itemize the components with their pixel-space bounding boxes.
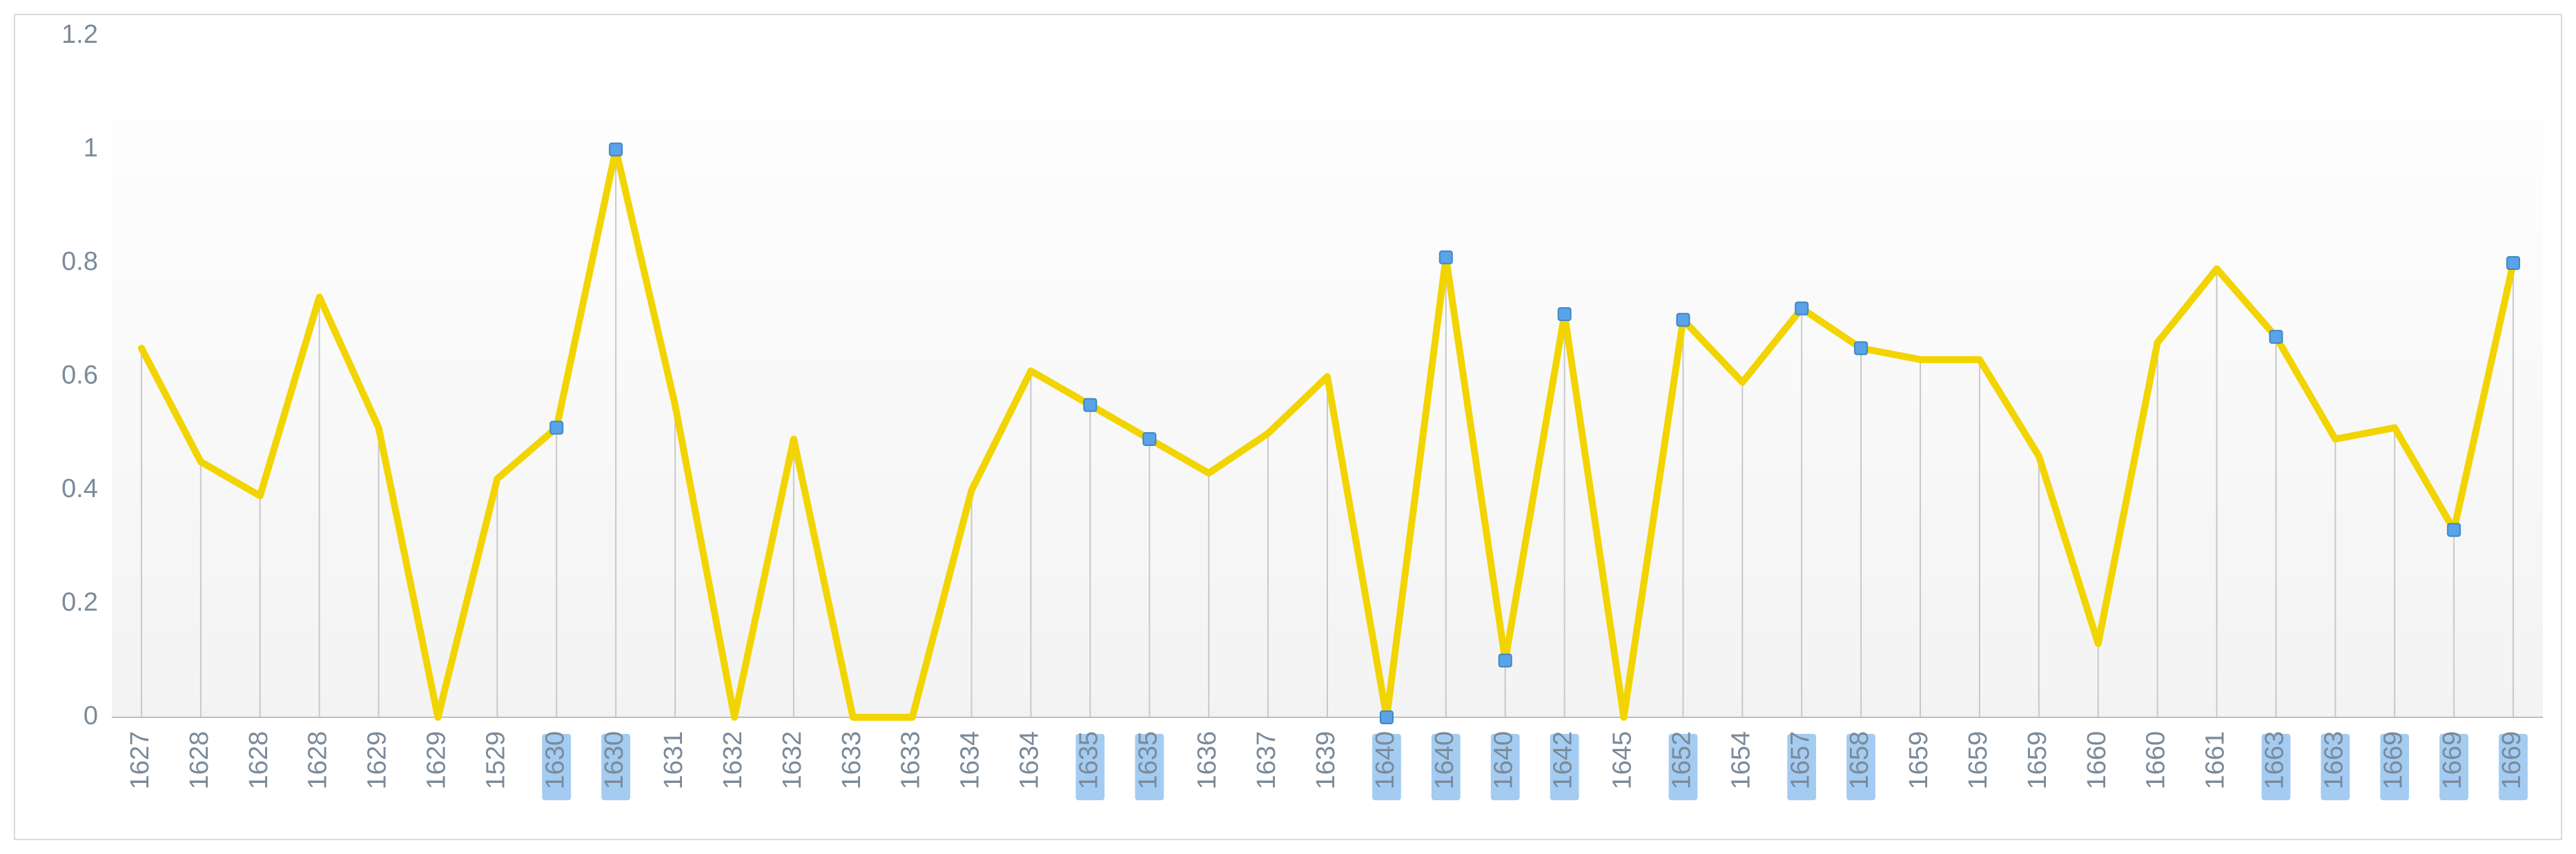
x-tick-label: 1642 [1549, 731, 1578, 790]
x-tick-label: 1632 [778, 731, 807, 790]
data-marker [1143, 433, 1155, 445]
line-chart: 0 0.2 0.4 0.6 0.8 1 1.2 1627 1628 1628 1628 1629 162… [15, 15, 2564, 842]
x-tick-label: 1658 [1845, 731, 1874, 790]
x-tick-label: 1645 [1608, 731, 1637, 790]
y-tick-label: 0.2 [61, 588, 98, 617]
x-tick-label: 1659 [1964, 731, 1993, 790]
x-tick-label: 1628 [244, 731, 273, 790]
x-tick-label: 1640 [1430, 731, 1459, 790]
x-tick-label: 1663 [2319, 731, 2348, 790]
data-marker [1440, 251, 1452, 264]
data-marker [2507, 257, 2519, 269]
x-tick-label: 1629 [422, 731, 451, 790]
x-tick-label: 1640 [1490, 731, 1519, 790]
x-tick-label: 1661 [2201, 731, 2230, 790]
x-tick-label: 1639 [1311, 731, 1340, 790]
x-tick-label: 1654 [1726, 731, 1755, 790]
x-tick-label: 1631 [659, 731, 688, 790]
x-tick-label: 1630 [540, 731, 569, 790]
x-tick-label: 1660 [2082, 731, 2111, 790]
x-tick-label: 1637 [1252, 731, 1281, 790]
data-marker [1084, 399, 1096, 411]
x-tick-label: 1529 [481, 731, 510, 790]
x-tick-label: 1627 [126, 731, 155, 790]
x-tick-label: 1633 [837, 731, 866, 790]
y-tick-label: 0.4 [61, 474, 98, 503]
data-marker [1855, 342, 1867, 354]
data-marker [1499, 654, 1512, 667]
x-tick-label: 1660 [2142, 731, 2171, 790]
data-marker [1795, 302, 1808, 315]
x-tick-label: 1635 [1133, 731, 1162, 790]
y-tick-label: 0.8 [61, 247, 98, 276]
data-marker [2270, 331, 2282, 343]
x-tick-label: 1635 [1074, 731, 1103, 790]
y-tick-label: 0.6 [61, 361, 98, 390]
x-tick-label: 1628 [185, 731, 214, 790]
data-marker [609, 144, 622, 156]
x-tick-label: 1652 [1667, 731, 1696, 790]
x-tick-label: 1634 [1015, 731, 1044, 790]
x-tick-label: 1632 [719, 731, 748, 790]
x-tick-label: 1659 [1904, 731, 1933, 790]
data-marker [2448, 524, 2460, 536]
data-marker [1677, 313, 1689, 326]
x-tick-label: 1659 [2023, 731, 2052, 790]
chart-border: 0 0.2 0.4 0.6 0.8 1 1.2 1627 1628 1628 1628 1629 162… [14, 14, 2562, 840]
x-tick-label: 1669 [2438, 731, 2467, 790]
x-tick-label: 1628 [304, 731, 333, 790]
chart-container: 0 0.2 0.4 0.6 0.8 1 1.2 1627 1628 1628 1628 1629 162… [0, 0, 2576, 854]
x-tick-label: 1669 [2497, 731, 2526, 790]
x-tick-label: 1634 [956, 731, 985, 790]
y-tick-label: 0 [84, 701, 98, 730]
x-tick-label: 1657 [1786, 731, 1815, 790]
y-tick-label: 1.2 [61, 20, 98, 49]
x-tick-label: 1633 [897, 731, 926, 790]
x-tick-label: 1640 [1371, 731, 1400, 790]
x-tick-label: 1669 [2379, 731, 2408, 790]
x-tick-label: 1629 [363, 731, 392, 790]
data-marker [1559, 308, 1571, 320]
x-tick-label: 1636 [1193, 731, 1222, 790]
x-tick-label: 1663 [2260, 731, 2289, 790]
y-tick-label: 1 [84, 134, 98, 163]
x-tick-label: 1630 [600, 731, 629, 790]
data-marker [1380, 711, 1393, 724]
data-marker [550, 422, 563, 434]
